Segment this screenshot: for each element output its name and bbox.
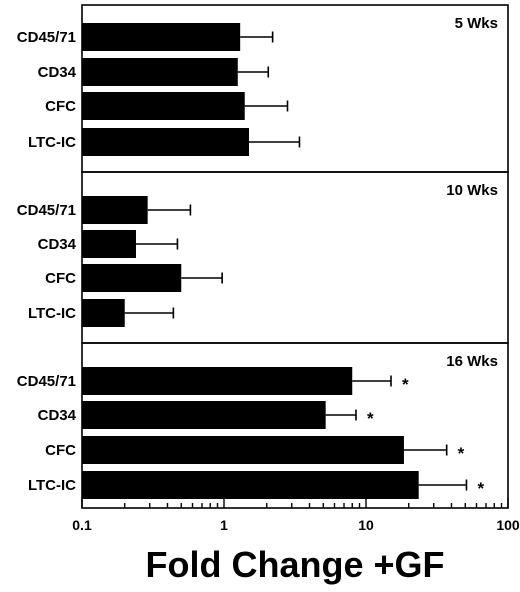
category-label: CFC (45, 442, 76, 459)
category-label: CD34 (38, 236, 77, 253)
x-tick-label: 100 (496, 517, 520, 533)
category-label: CFC (45, 98, 76, 115)
panel-3: 16 Wks CD45/71 * CD34 * CFC * LTC-IC * (17, 342, 509, 509)
category-label: CD34 (38, 407, 77, 424)
panel-1: 5 Wks CD45/71 CD34 CFC LTC-IC (17, 4, 509, 173)
significance-marker: * (458, 444, 465, 463)
category-label: LTC-IC (28, 134, 76, 151)
bar (82, 299, 125, 327)
x-axis: 0.1 1 10 100 Fold Change +GF (72, 498, 520, 585)
bar (82, 367, 353, 395)
category-label: LTC-IC (28, 305, 76, 322)
panel-title: 16 Wks (446, 353, 498, 370)
category-label: CD45/71 (17, 202, 76, 219)
bar (82, 401, 326, 429)
significance-marker: * (477, 479, 484, 498)
category-label: LTC-IC (28, 477, 76, 494)
x-tick-label: 0.1 (72, 517, 92, 533)
category-label: CFC (45, 270, 76, 287)
x-tick-label: 1 (220, 517, 228, 533)
panel-title: 10 Wks (446, 182, 498, 199)
significance-marker: * (402, 375, 409, 394)
x-axis-label: Fold Change +GF (145, 544, 444, 585)
bar (82, 230, 136, 258)
bar (82, 23, 241, 51)
bar (82, 471, 419, 499)
category-label: CD45/71 (17, 373, 76, 390)
category-label: CD34 (38, 64, 77, 81)
bar (82, 264, 182, 292)
x-tick-label: 10 (358, 517, 374, 533)
bar (82, 58, 238, 86)
panel-title: 5 Wks (455, 15, 498, 32)
panel-2: 10 Wks CD45/71 CD34 CFC LTC-IC (17, 171, 509, 344)
bar (82, 128, 250, 156)
bar (82, 436, 404, 464)
bar (82, 92, 245, 120)
category-label: CD45/71 (17, 29, 76, 46)
significance-marker: * (367, 409, 374, 428)
bar (82, 196, 148, 224)
